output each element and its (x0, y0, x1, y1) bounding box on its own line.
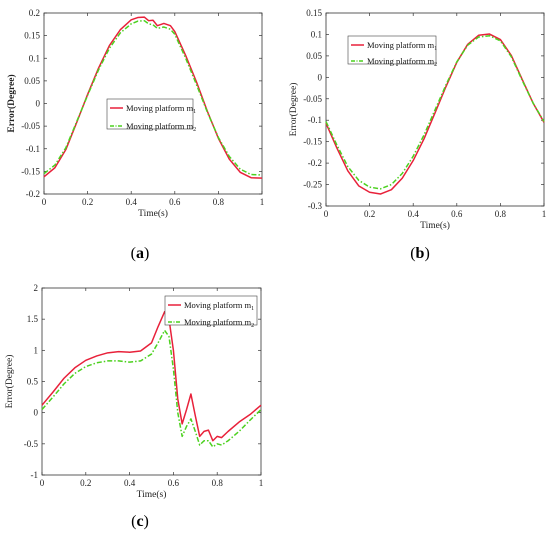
series-line-2 (325, 34, 545, 190)
y-tick-label: 1 (34, 345, 39, 355)
x-axis-label: Time(s) (138, 208, 168, 219)
plot-area-frame (325, 12, 545, 207)
y-tick-label: 0.2 (29, 8, 40, 18)
legend-entry-subscript: 1 (193, 109, 196, 115)
legend-entry-subscript: 1 (434, 46, 437, 52)
x-axis-label: Time(s) (420, 220, 450, 231)
x-tick-label: 0.4 (126, 197, 138, 207)
y-tick-label: -0.5 (24, 439, 39, 449)
y-tick-label: 0 (36, 99, 41, 109)
chart-b: 0 0.2 0.4 0.6 0.8 1 -0.3 -0.25 -0.2 -0.15 -0.1 -0.0… (288, 8, 546, 262)
x-tick-label: 1 (542, 209, 547, 219)
caption-open: ( (131, 513, 136, 530)
y-tick-label: 0.15 (306, 8, 322, 18)
legend-entry-subscript: 2 (434, 62, 437, 68)
x-tick-label: 0 (42, 197, 47, 207)
panel-caption: (b) (410, 245, 430, 262)
legend-entry-subscript: 1 (251, 306, 254, 312)
legend-entry-name: Moving platform m (367, 40, 434, 50)
panel-caption: (a) (131, 245, 150, 262)
y-tick-label: -0.2 (308, 158, 322, 168)
legend-entry-1: Moving platform m1 (184, 300, 254, 312)
series-line-1 (41, 310, 262, 442)
caption-close: ) (144, 513, 149, 530)
y-tick-label: -0.2 (26, 189, 40, 199)
legend-entry-2: Moving platform m2 (126, 121, 196, 133)
y-tick-label: 0 (34, 408, 39, 418)
legend-box (106, 98, 194, 130)
y-tick-label: 0 (318, 72, 323, 82)
legend-entry-name: Moving platform m (126, 103, 193, 113)
legend-entry-subscript: 2 (193, 127, 196, 133)
x-tick-label: 0.8 (213, 197, 225, 207)
x-tick-label: 0.6 (169, 197, 181, 207)
x-tick-label: 0 (324, 209, 329, 219)
x-tick-label: 1 (260, 197, 265, 207)
legend-box (164, 295, 258, 326)
legend-entry-2: Moving platform m2 (184, 317, 254, 329)
y-axis-label: Error(Degree) (4, 355, 15, 409)
y-tick-label: 0.05 (24, 76, 40, 86)
caption-letter: a (136, 245, 144, 262)
x-tick-label: 0.6 (168, 478, 180, 488)
series-line-2 (43, 19, 263, 176)
y-tick-label: 2 (34, 283, 39, 293)
caption-letter: c (136, 513, 143, 530)
y-tick-label: 0.1 (311, 29, 322, 39)
panel-caption: (c) (131, 513, 149, 530)
y-tick-label: 0.15 (24, 31, 40, 41)
x-tick-label: 0.8 (212, 478, 224, 488)
x-tick-label: 0.8 (495, 209, 507, 219)
legend-box (347, 35, 437, 65)
y-tick-label: 1.5 (27, 314, 39, 324)
x-tick-label: 0 (40, 478, 45, 488)
y-tick-label: -0.25 (303, 180, 322, 190)
y-tick-label: -0.05 (21, 121, 40, 131)
y-axis-label: Error(Degree) (6, 74, 17, 132)
legend-entry-1: Moving platform m1 (126, 103, 196, 115)
caption-close: ) (144, 245, 149, 262)
x-tick-label: 0.2 (364, 209, 375, 219)
y-axis-label: Error(Degree) (288, 83, 299, 137)
y-tick-label: -1 (31, 470, 39, 480)
caption-close: ) (424, 245, 429, 262)
y-tick-label: -0.1 (26, 144, 40, 154)
x-tick-label: 0.4 (408, 209, 420, 219)
chart-c: 0 0.2 0.4 0.6 0.8 1 -1 -0.5 0 0.5 1 1.5 2 Time(s) Erro… (4, 283, 263, 530)
x-tick-label: 1 (259, 478, 264, 488)
y-tick-label: 0.1 (29, 53, 40, 63)
x-tick-label: 0.6 (451, 209, 463, 219)
x-axis-label: Time(s) (137, 489, 167, 500)
y-tick-label: -0.05 (303, 94, 322, 104)
legend-entry-name: Moving platform m (184, 317, 251, 327)
y-tick-label: 0.5 (27, 377, 39, 387)
legend-entry-name: Moving platform m (184, 300, 251, 310)
x-tick-label: 0.2 (80, 478, 91, 488)
y-tick-label: 0.05 (306, 51, 322, 61)
series-line-2 (41, 329, 262, 448)
legend-entry-2: Moving platform m2 (367, 56, 437, 68)
x-tick-label: 0.4 (124, 478, 136, 488)
x-tick-label: 0.2 (82, 197, 93, 207)
legend-entry-name: Moving platform m (126, 121, 193, 131)
chart-a: 0 0.2 0.4 0.6 0.8 1 -0.2 -0.15 -0.1 -0.05 0 0.05 0.1… (6, 8, 264, 262)
series-line-1 (325, 33, 545, 195)
y-tick-label: -0.15 (21, 166, 40, 176)
caption-open: ( (131, 245, 136, 262)
caption-letter: b (416, 245, 425, 262)
series-line-1 (43, 16, 263, 179)
legend-entry-1: Moving platform m1 (367, 40, 437, 52)
y-tick-label: -0.3 (308, 201, 323, 211)
legend-entry-name: Moving platform m (367, 56, 434, 66)
y-tick-label: -0.15 (303, 137, 322, 147)
legend-entry-subscript: 2 (251, 323, 254, 329)
caption-open: ( (410, 245, 415, 262)
y-tick-label: -0.1 (308, 115, 322, 125)
